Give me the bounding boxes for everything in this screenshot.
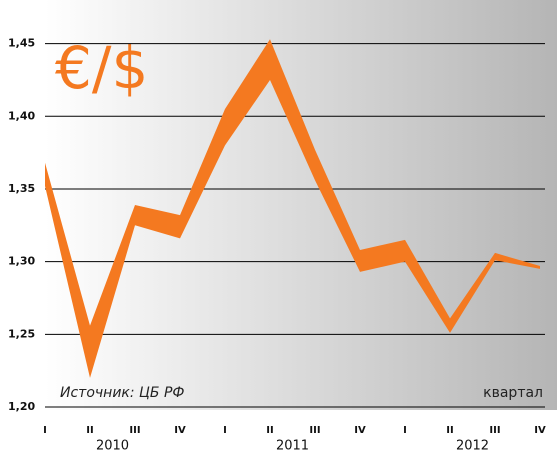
plot-background [45,0,557,410]
y-tick-label: 1,20 [8,400,35,413]
x-tick-label: II [86,425,93,436]
range-band [45,39,540,378]
y-tick-label: 1,25 [8,327,35,340]
x-tick-label: III [489,425,500,436]
source-note: Источник: ЦБ РФ [60,385,184,401]
x-tick-label: I [223,425,227,436]
x-tick-label: II [446,425,453,436]
x-tick-label: I [43,425,47,436]
y-tick-label: 1,30 [8,255,35,268]
y-tick-label: 1,40 [8,109,35,122]
x-tick-label: I [403,425,407,436]
x-axis-label: квартал [483,385,543,401]
x-tick-label: III [129,425,140,436]
year-label: 2012 [456,439,489,452]
chart-title: €/$ [55,34,148,102]
x-tick-label: III [309,425,320,436]
x-tick-label: IV [354,425,366,436]
x-tick-label: II [266,425,273,436]
y-tick-label: 1,45 [8,37,35,50]
year-label: 2011 [276,439,309,452]
x-tick-label: IV [534,425,546,436]
x-tick-label: IV [174,425,186,436]
year-label: 2010 [96,439,129,452]
y-tick-label: 1,35 [8,182,35,195]
